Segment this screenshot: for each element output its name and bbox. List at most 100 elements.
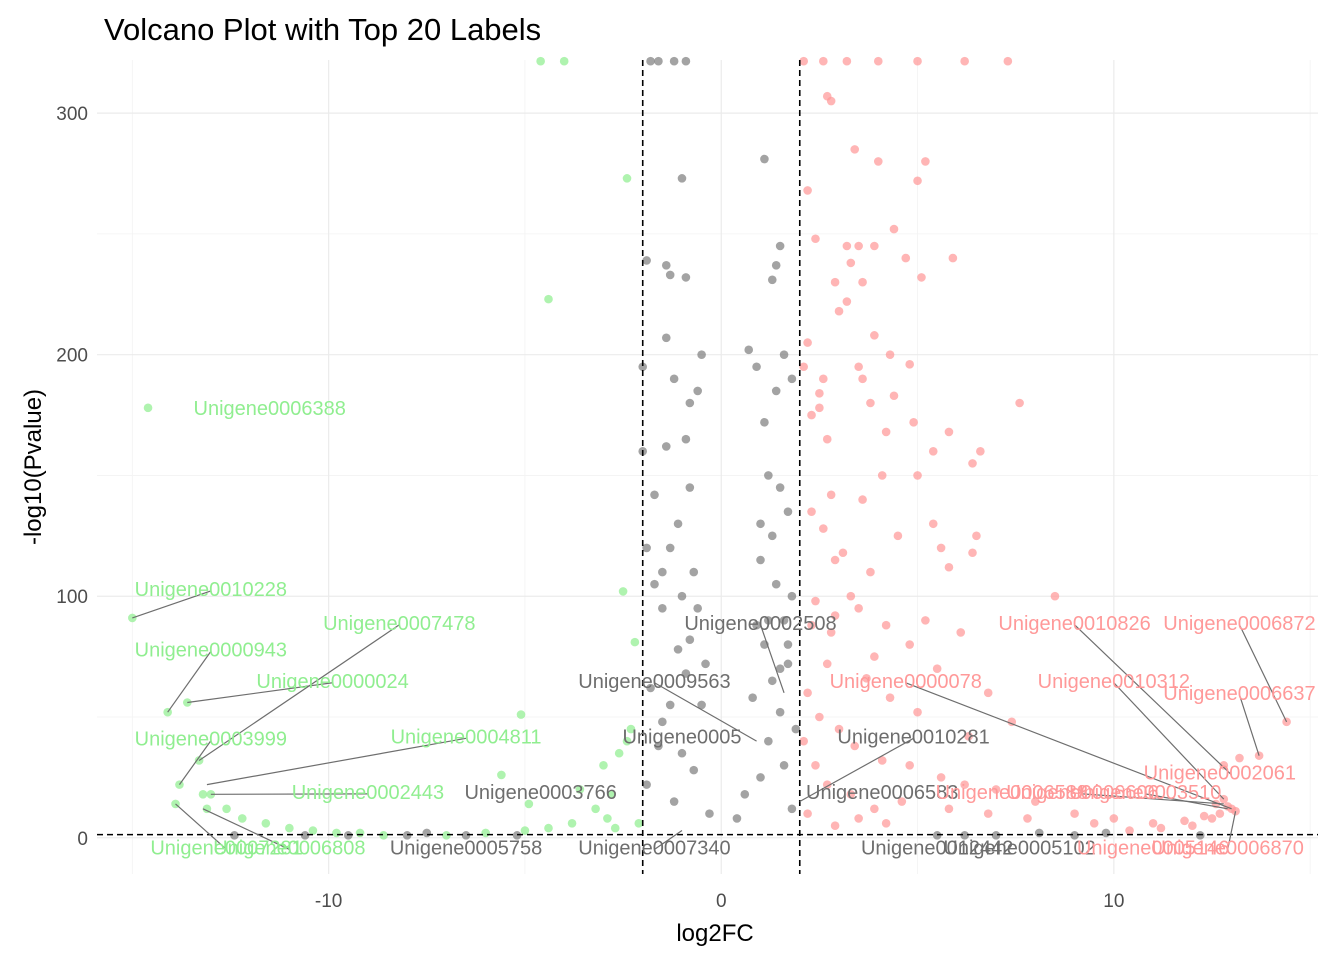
gene-label: Unigene0003510 [1069,782,1221,804]
point-nosig [681,669,691,678]
point-nosig [665,270,675,280]
point-up [1050,591,1060,601]
point-nosig [677,174,687,183]
point-nosig [767,531,777,541]
point-down [379,831,388,840]
gene-label: Unigene0006808 [213,837,365,859]
point-up [842,297,852,306]
point-down [355,828,365,838]
point-up [889,391,899,401]
point-up [822,91,832,101]
point-down [618,587,628,596]
point-up [936,773,946,782]
gene-label: Unigene0009563 [578,671,730,693]
point-up [885,693,895,702]
point-down [308,826,318,835]
point-nosig [991,831,1001,840]
point-up [905,761,914,770]
y-tick-label: 100 [56,587,88,608]
point-up [956,628,966,637]
point-down [222,804,231,814]
y-tick-label: 300 [56,104,88,125]
point-up [1207,814,1217,823]
point-down [261,818,271,828]
label-leader-line [167,651,212,713]
point-down [536,56,545,66]
point-down [630,637,640,647]
point-down [285,823,294,833]
point-nosig [300,831,310,840]
point-nosig [689,567,699,577]
point-up [834,724,844,734]
point-up [870,331,879,340]
point-nosig [756,519,765,529]
point-up [960,56,969,66]
point-up [846,258,856,268]
point-down [591,804,600,814]
point-nosig [658,604,667,613]
point-up [913,707,922,717]
point-nosig [642,256,651,265]
gene-label: Unigene0005 [622,726,741,748]
point-up [854,814,863,823]
point-up [870,241,879,251]
point-up [803,338,812,347]
point-up [877,756,887,765]
point-up [1219,761,1229,770]
label-leader-line [654,682,757,742]
point-nosig [650,579,659,589]
label-leader-line [1113,682,1225,800]
point-up [1215,809,1225,818]
point-nosig [783,507,793,516]
point-up [932,664,942,673]
gene-label: Unigene0005758 [390,837,542,859]
point-up [811,761,820,770]
point-down [614,748,624,758]
point-up [807,410,816,420]
point-nosig [760,418,769,427]
point-up [913,471,922,480]
point-nosig [697,700,706,710]
point-nosig [673,519,683,529]
gene-label: Unigene0006637 [1163,683,1315,705]
point-nosig [693,604,702,613]
point-nosig [422,828,432,838]
point-up [858,277,867,287]
gene-label: Unigene0005102 [943,837,1095,859]
point-up [822,780,832,789]
point-up [921,616,930,625]
point-nosig [783,640,793,649]
point-nosig [740,789,750,799]
point-nosig [764,471,773,480]
point-up [819,56,828,66]
y-axis-title: -log10(Pvalue) [20,389,47,545]
point-up [889,224,899,234]
y-tick-label: 0 [77,829,88,850]
point-nosig [681,434,691,444]
point-up [846,591,856,601]
point-up [976,446,985,456]
point-up [854,362,863,372]
point-up [928,446,938,456]
point-up [866,398,875,408]
label-leader-line [132,590,212,619]
point-up [917,273,926,282]
point-up [826,628,836,637]
point-nosig [775,483,785,492]
point-up [905,640,914,649]
gene-label: Unigene0010281 [837,726,989,748]
point-up [870,804,879,814]
point-down [198,789,208,799]
label-leader-line [187,682,333,704]
point-down [626,724,636,734]
gene-label: Unigene0006583 [806,782,958,804]
point-up [858,374,867,384]
x-axis-title: log2FC [676,920,753,947]
point-nosig [791,724,801,734]
label-leader-line [202,808,290,850]
label-leader-line [206,737,467,786]
point-up [983,809,993,818]
point-nosig [654,56,663,66]
point-up [881,818,891,828]
